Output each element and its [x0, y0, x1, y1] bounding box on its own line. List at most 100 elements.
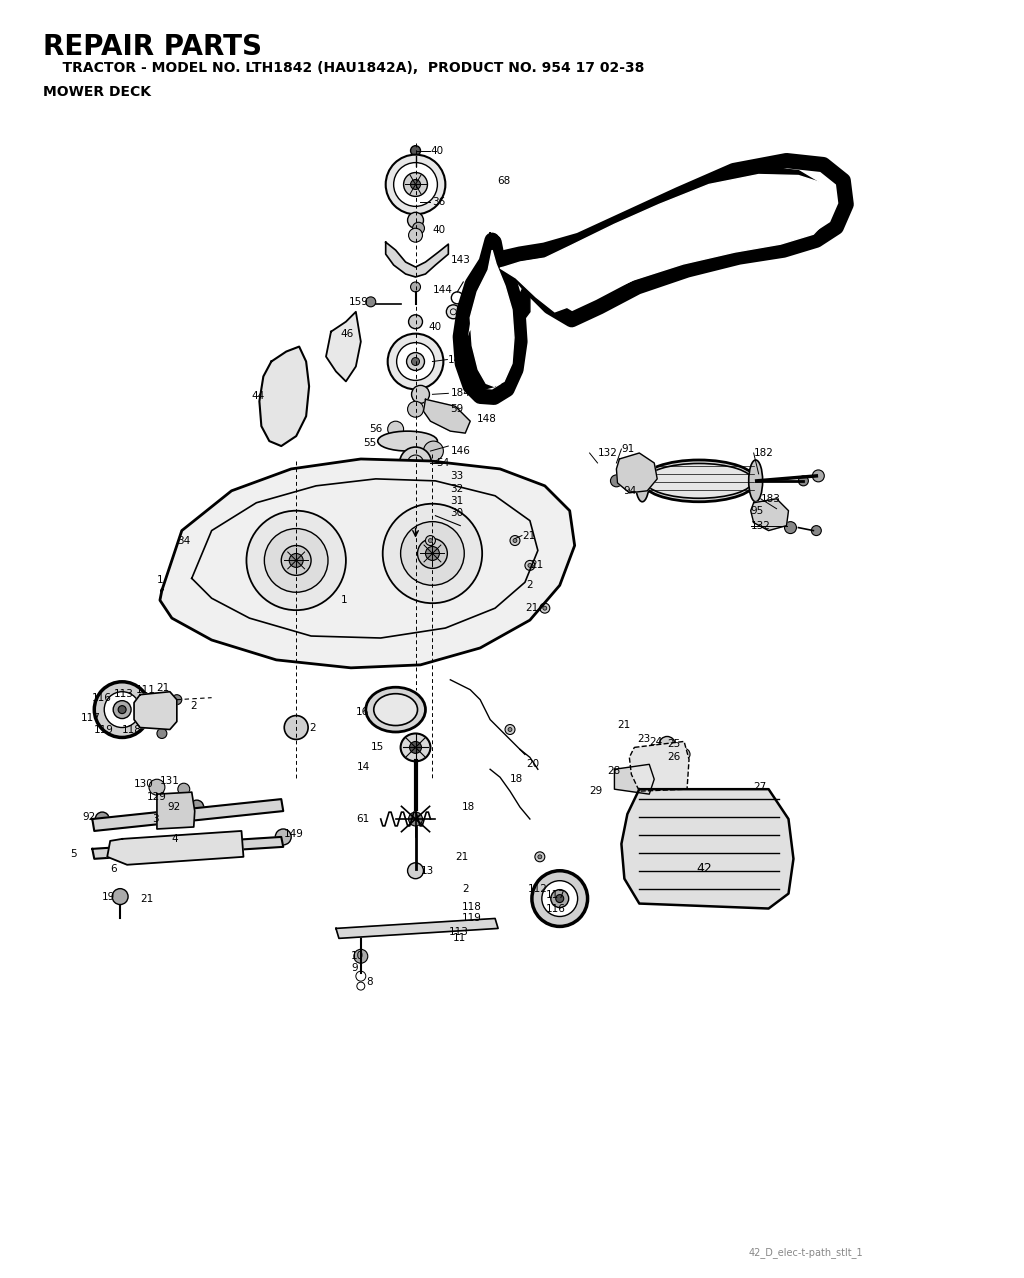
- Text: 95: 95: [751, 506, 764, 516]
- Text: 116: 116: [546, 904, 565, 914]
- Polygon shape: [92, 799, 284, 831]
- Text: 2: 2: [189, 700, 197, 711]
- Text: 40: 40: [428, 322, 441, 332]
- Circle shape: [424, 441, 443, 461]
- Text: 42_D_elec-t-path_stlt_1: 42_D_elec-t-path_stlt_1: [749, 1246, 863, 1258]
- Circle shape: [94, 681, 150, 737]
- Text: 94: 94: [624, 486, 637, 496]
- Circle shape: [264, 529, 328, 592]
- Text: 21: 21: [522, 530, 536, 541]
- Circle shape: [104, 691, 140, 727]
- Text: 21: 21: [529, 560, 543, 570]
- Polygon shape: [326, 312, 360, 381]
- Text: 61: 61: [356, 814, 369, 824]
- Polygon shape: [160, 459, 574, 668]
- Circle shape: [366, 296, 376, 307]
- Circle shape: [289, 553, 303, 567]
- Text: 33: 33: [451, 470, 464, 481]
- Circle shape: [799, 475, 808, 486]
- Circle shape: [408, 212, 424, 229]
- Text: 111: 111: [136, 685, 156, 695]
- Circle shape: [409, 812, 423, 826]
- Text: 55: 55: [362, 438, 376, 449]
- Ellipse shape: [366, 688, 426, 732]
- Text: 143: 143: [451, 256, 470, 265]
- Circle shape: [811, 525, 821, 535]
- Text: 148: 148: [477, 414, 497, 424]
- Text: 8: 8: [366, 978, 373, 987]
- Text: 92: 92: [167, 803, 180, 812]
- Circle shape: [172, 695, 182, 704]
- Text: 118: 118: [462, 901, 482, 911]
- Text: 182: 182: [754, 449, 773, 458]
- Text: 13: 13: [421, 865, 434, 875]
- Text: 183: 183: [761, 493, 780, 504]
- Circle shape: [403, 173, 427, 197]
- Text: 32: 32: [451, 484, 464, 493]
- Circle shape: [388, 334, 443, 390]
- Polygon shape: [259, 346, 309, 446]
- Text: 23: 23: [637, 735, 650, 745]
- Circle shape: [95, 812, 110, 826]
- Text: 9: 9: [351, 964, 357, 974]
- Text: 129: 129: [147, 792, 167, 803]
- Circle shape: [408, 863, 424, 879]
- Circle shape: [551, 889, 568, 907]
- Text: 26: 26: [668, 753, 680, 763]
- Text: 91: 91: [622, 443, 635, 454]
- Text: 40: 40: [432, 225, 445, 235]
- Text: 36: 36: [432, 197, 445, 207]
- Circle shape: [113, 888, 128, 905]
- Text: 149: 149: [285, 829, 304, 838]
- Text: 130: 130: [134, 780, 154, 790]
- Polygon shape: [470, 250, 514, 386]
- Circle shape: [452, 291, 463, 304]
- Polygon shape: [500, 175, 830, 312]
- Text: 117: 117: [546, 889, 565, 900]
- Circle shape: [388, 422, 403, 437]
- Circle shape: [412, 386, 429, 404]
- Text: 112: 112: [528, 883, 548, 893]
- Circle shape: [396, 343, 434, 381]
- Text: 10: 10: [351, 951, 364, 961]
- Polygon shape: [92, 837, 284, 859]
- Circle shape: [784, 521, 797, 534]
- Text: 29: 29: [590, 786, 603, 796]
- Text: 30: 30: [451, 507, 464, 518]
- Text: 54: 54: [436, 458, 450, 468]
- Circle shape: [531, 870, 588, 927]
- Text: 44: 44: [252, 391, 264, 401]
- Circle shape: [556, 895, 564, 902]
- Circle shape: [410, 741, 422, 753]
- Text: 45: 45: [462, 291, 475, 302]
- Circle shape: [411, 282, 421, 291]
- Circle shape: [148, 780, 165, 795]
- Text: 184: 184: [451, 389, 470, 399]
- Text: TRACTOR - MODEL NO. LTH1842 (HAU1842A),  PRODUCT NO. 954 17 02-38: TRACTOR - MODEL NO. LTH1842 (HAU1842A), …: [43, 61, 644, 75]
- Text: 92: 92: [82, 812, 95, 822]
- Polygon shape: [336, 919, 498, 938]
- Text: 28: 28: [607, 767, 621, 776]
- Text: 119: 119: [94, 725, 114, 735]
- Text: 3: 3: [152, 814, 159, 824]
- Circle shape: [409, 314, 423, 328]
- Text: 146: 146: [451, 446, 470, 456]
- Text: 113: 113: [449, 928, 468, 937]
- Polygon shape: [614, 764, 654, 794]
- Text: 68: 68: [497, 175, 510, 185]
- Circle shape: [505, 725, 515, 735]
- Circle shape: [426, 535, 435, 546]
- Text: 131: 131: [160, 776, 180, 786]
- Circle shape: [409, 229, 423, 242]
- Circle shape: [659, 736, 675, 753]
- Text: 16: 16: [356, 707, 369, 717]
- Text: 27: 27: [754, 782, 767, 792]
- Circle shape: [428, 538, 432, 543]
- Circle shape: [354, 950, 368, 964]
- Polygon shape: [108, 831, 244, 865]
- Text: 21: 21: [140, 893, 154, 904]
- Circle shape: [114, 700, 131, 718]
- Circle shape: [393, 162, 437, 206]
- Circle shape: [157, 728, 167, 739]
- Polygon shape: [460, 167, 823, 391]
